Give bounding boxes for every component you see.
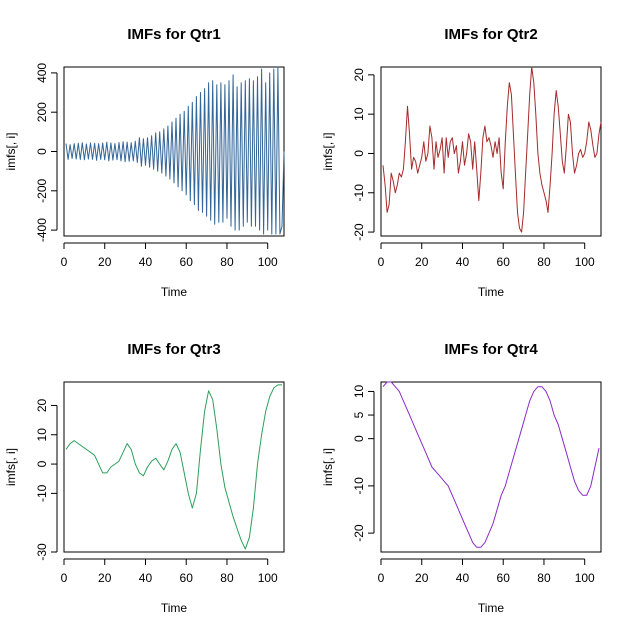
x-tick-label: 100 <box>258 571 278 585</box>
x-tick-label: 0 <box>61 255 68 269</box>
y-tick-label: -20 <box>352 223 366 241</box>
y-tick-label: 10 <box>352 107 366 121</box>
x-tick-label: 80 <box>537 255 551 269</box>
y-tick-label: 5 <box>352 411 366 418</box>
y-axis: -20 -10 0 10 20 <box>352 68 375 241</box>
x-axis: 0 20 40 60 80 100 <box>61 558 278 585</box>
series-line-qtr2 <box>382 66 602 233</box>
y-tick-label: 0 <box>35 148 49 155</box>
chart-title: IMFs for Qtr3 <box>127 341 220 358</box>
y-axis: -20 -10 0 5 10 <box>352 384 375 542</box>
chart-panel-3: IMFs for Qtr3 0 20 40 60 80 100 -30 -10 0 10 20 Time… <box>4 341 285 615</box>
x-tick-label: 60 <box>497 255 511 269</box>
y-tick-label: 0 <box>352 150 366 157</box>
y-tick-label: 0 <box>352 435 366 442</box>
y-tick-label: 400 <box>35 63 49 83</box>
y-axis-label: imfs[, i] <box>321 133 335 171</box>
x-tick-label: 100 <box>575 255 595 269</box>
y-tick-label: -200 <box>35 178 49 202</box>
y-axis-label: imfs[, i] <box>4 448 18 486</box>
series-line-qtr4 <box>382 381 600 548</box>
y-axis-label: imfs[, i] <box>321 448 335 486</box>
x-tick-label: 60 <box>180 571 194 585</box>
x-tick-label: 40 <box>139 255 153 269</box>
y-tick-label: -20 <box>352 524 366 542</box>
x-tick-label: 80 <box>220 255 234 269</box>
x-axis: 0 20 40 60 80 100 <box>61 242 278 269</box>
y-axis: -30 -10 0 10 20 <box>35 398 58 561</box>
x-tick-label: 20 <box>415 571 429 585</box>
chart-title: IMFs for Qtr1 <box>127 26 220 43</box>
x-tick-label: 80 <box>220 571 234 585</box>
x-tick-label: 100 <box>258 255 278 269</box>
x-tick-label: 40 <box>456 255 470 269</box>
x-tick-label: 0 <box>378 255 385 269</box>
series-line-qtr3 <box>65 384 282 550</box>
x-axis-label: Time <box>161 285 188 299</box>
x-tick-label: 60 <box>180 255 194 269</box>
y-tick-label: -10 <box>35 484 49 502</box>
chart-title: IMFs for Qtr2 <box>444 26 537 43</box>
y-tick-label: -30 <box>35 543 49 561</box>
chart-title: IMFs for Qtr4 <box>444 341 538 358</box>
y-axis: -400 -200 0 200 400 <box>35 63 58 242</box>
chart-panel-4: IMFs for Qtr4 0 20 40 60 80 100 -20 -10 0 5 10 Time i… <box>321 341 602 615</box>
x-tick-label: 60 <box>497 571 511 585</box>
y-axis-label: imfs[, i] <box>4 133 18 171</box>
x-axis: 0 20 40 60 80 100 <box>378 558 595 585</box>
x-axis-label: Time <box>478 285 505 299</box>
x-tick-label: 20 <box>98 571 112 585</box>
y-tick-label: 20 <box>35 398 49 412</box>
y-tick-label: 10 <box>352 384 366 398</box>
y-tick-label: -400 <box>35 218 49 242</box>
y-tick-label: 20 <box>352 68 366 82</box>
plot-frame <box>63 381 285 553</box>
y-tick-label: 0 <box>35 460 49 467</box>
plot-frame <box>380 66 602 237</box>
plot-frame <box>380 381 602 553</box>
x-tick-label: 0 <box>61 571 68 585</box>
y-tick-label: 200 <box>35 102 49 122</box>
x-axis: 0 20 40 60 80 100 <box>378 242 595 269</box>
y-tick-label: 10 <box>35 428 49 442</box>
x-tick-label: 20 <box>98 255 112 269</box>
chart-panel-1: IMFs for Qtr1 0 20 40 60 80 100 -400 -200 0 200 400… <box>4 26 285 299</box>
y-tick-label: -10 <box>352 477 366 495</box>
x-tick-label: 0 <box>378 571 385 585</box>
x-tick-label: 100 <box>575 571 595 585</box>
y-tick-label: -10 <box>352 184 366 202</box>
x-axis-label: Time <box>161 601 188 615</box>
x-tick-label: 20 <box>415 255 429 269</box>
x-tick-label: 80 <box>537 571 551 585</box>
x-tick-label: 40 <box>456 571 470 585</box>
x-tick-label: 40 <box>139 571 153 585</box>
chart-panel-2: IMFs for Qtr2 0 20 40 60 80 100 -20 -10 0 10 20 Time… <box>321 26 602 299</box>
x-axis-label: Time <box>478 601 505 615</box>
series-line-qtr1 <box>65 66 285 235</box>
